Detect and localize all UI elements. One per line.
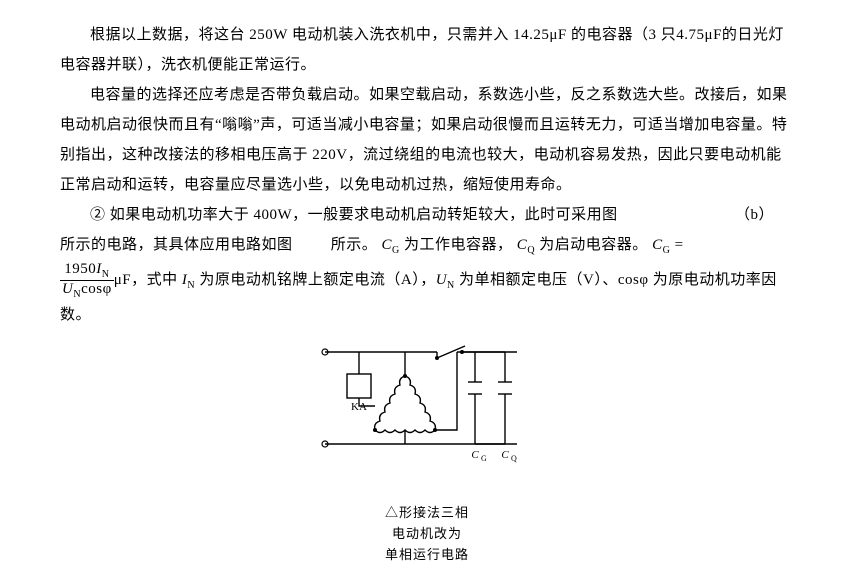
fraction-den: UNcosφ: [60, 281, 114, 300]
paragraph-1: 根据以上数据，将这台 250W 电动机装入洗衣机中，只需并入 14.25μF 的…: [60, 20, 794, 80]
paragraph-5: 1950IN UNcosφ μF，式中 IN 为原电动机铭牌上额定电流（A），U…: [60, 261, 794, 330]
fraction-num: 1950IN: [60, 261, 114, 281]
frac-U: U: [62, 281, 73, 297]
caption-line-1: △形接法三相: [60, 503, 794, 524]
sym-U: U: [436, 272, 447, 288]
p4-seg-d: 为启动电容器。: [539, 237, 648, 253]
paragraph-4: 所示的电路，其具体应用电路如图 所示。 CG 为工作电容器， CQ 为启动电容器…: [60, 230, 794, 261]
sym-cg-g: G: [392, 245, 400, 256]
item-2-line: ② 如果电动机功率大于 400W，一般要求电动机启动转矩较大，此时可采用图 （b…: [60, 200, 794, 230]
caption-line-3: 单相运行电路: [60, 545, 794, 566]
p4-seg-a: 所示的电路，其具体应用电路如图: [60, 237, 293, 253]
sym-cg-c: C: [382, 237, 393, 253]
p5-seg-b: 为原电动机铭牌上额定电流（A），: [195, 272, 436, 288]
p5-seg-a: μF，式中: [114, 272, 182, 288]
figure-ref-b: （b）: [705, 200, 774, 230]
caption-line-2: 电动机改为: [60, 524, 794, 545]
circuit-figure: KACGCQ △形接法三相 电动机改为 单相运行电路: [60, 334, 794, 565]
svg-text:C: C: [471, 449, 479, 461]
paragraph-2: 电容量的选择还应考虑是否带负载启动。如果空载启动，系数选小些，反之系数选大些。改…: [60, 80, 794, 200]
item-2-text: ② 如果电动机功率大于 400W，一般要求电动机启动转矩较大，此时可采用图: [90, 207, 618, 223]
sym-cq-q: Q: [527, 245, 535, 256]
svg-text:Q: Q: [511, 454, 517, 463]
frac-1950: 1950: [64, 261, 96, 277]
sym-I-n: N: [187, 280, 195, 291]
figure-caption: △形接法三相 电动机改为 单相运行电路: [60, 503, 794, 565]
frac-I-n: N: [102, 269, 110, 280]
p4-seg-c: 为工作电容器，: [404, 237, 513, 253]
frac-U-n: N: [73, 289, 81, 300]
frac-cos: cosφ: [81, 281, 112, 297]
svg-text:G: G: [481, 454, 487, 463]
svg-text:C: C: [501, 449, 509, 461]
sym-cc-g: G: [663, 245, 671, 256]
circuit-diagram: KACGCQ: [317, 334, 537, 484]
sym-cc-c: C: [652, 237, 663, 253]
sym-U-n: N: [447, 280, 455, 291]
sym-cq-c: C: [517, 237, 528, 253]
svg-text:KA: KA: [351, 401, 367, 413]
p4-seg-b: 所示。: [331, 237, 378, 253]
fraction: 1950IN UNcosφ: [60, 261, 114, 300]
